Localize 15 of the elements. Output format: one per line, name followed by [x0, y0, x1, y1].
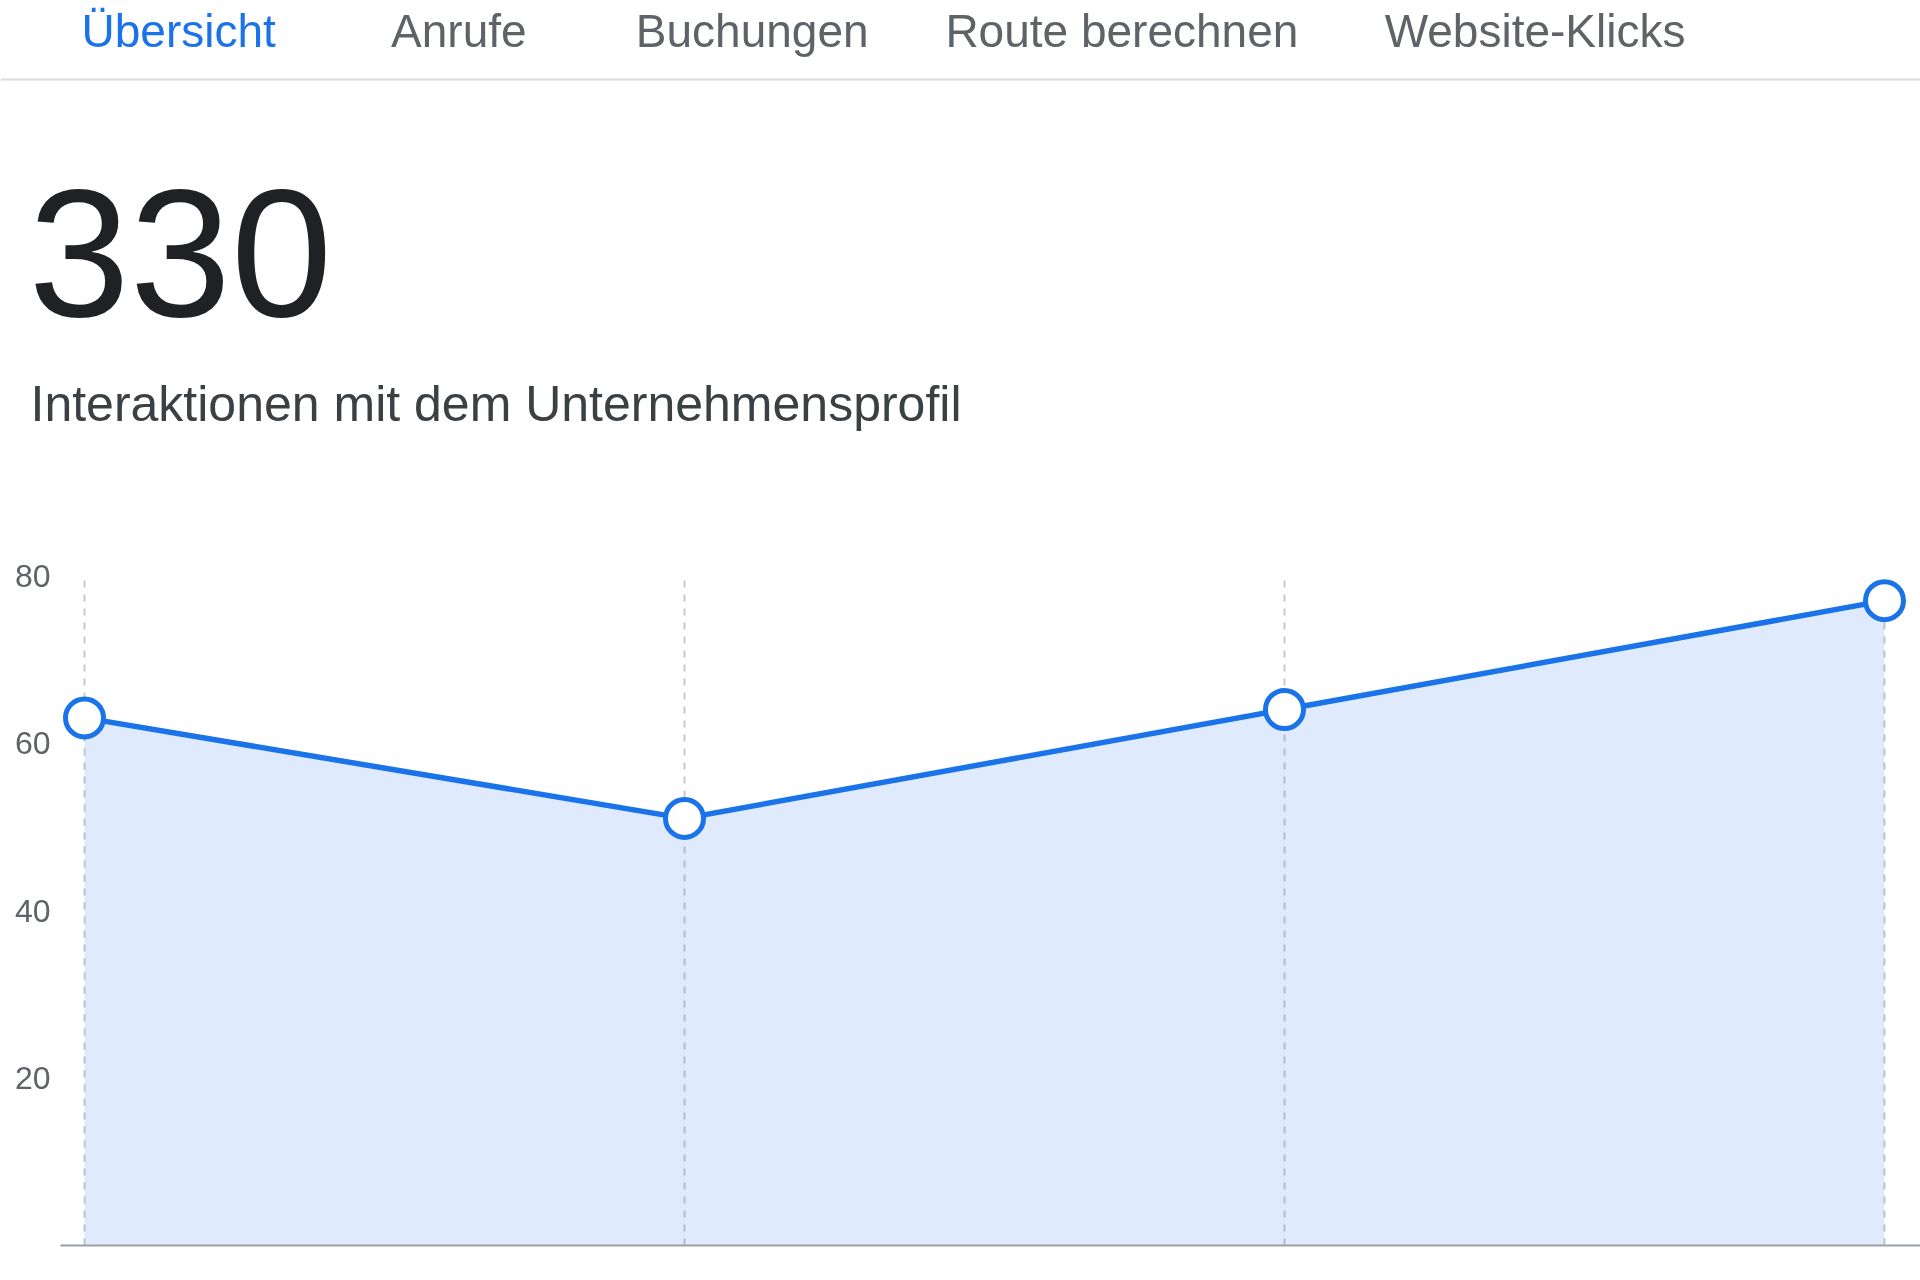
text: Anrufe: [391, 4, 527, 57]
text: Übersicht: [81, 4, 277, 57]
text: Route berechnen: [945, 4, 1299, 57]
y-tick-label: 80: [14, 557, 51, 594]
y-tick-label: 40: [14, 892, 51, 929]
point: [1863, 579, 1906, 623]
point: [63, 696, 106, 740]
point: [1263, 688, 1306, 731]
y-tick-label: 60: [14, 725, 51, 761]
text: Buchungen: [635, 4, 869, 57]
text: Website-Klicks: [1384, 4, 1686, 57]
chart-title: 330: [28, 150, 333, 355]
y-tick-label: 20: [14, 1060, 51, 1096]
chart-subtitle: Interaktionen mit dem Unternehmensprofil: [30, 375, 962, 432]
point: [663, 796, 706, 840]
